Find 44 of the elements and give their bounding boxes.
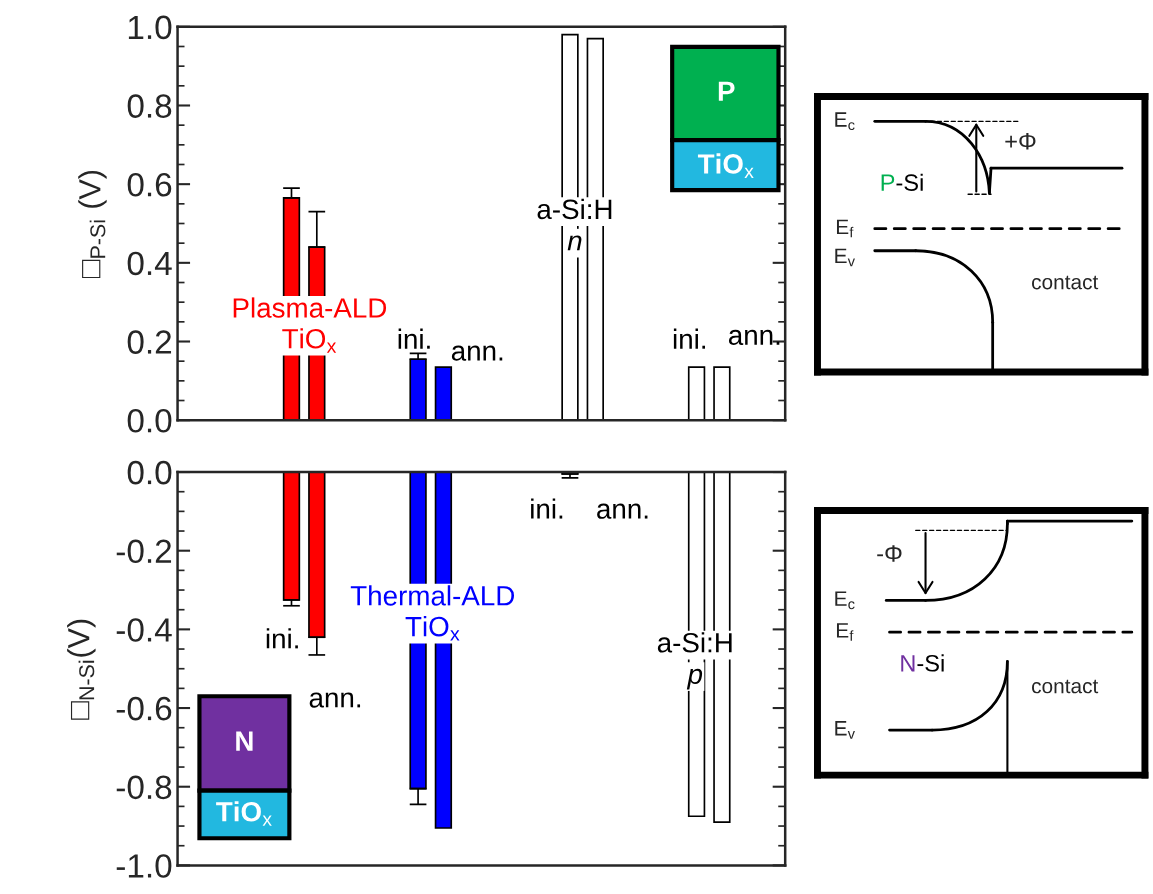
y-tick-label: -0.8 (116, 775, 172, 800)
text: -1.0 (116, 854, 172, 878)
text: P-Si (881, 173, 923, 191)
annotation: ann. (451, 345, 503, 361)
y-tick-label: 0.8 (127, 94, 172, 118)
annotation: Thermal-ALD TiO$_{x}$ (350, 585, 515, 641)
text: 0.0 (127, 460, 172, 485)
annotation: ann. (597, 503, 648, 519)
annotation: ini. (398, 328, 430, 349)
y-tick-label: -0.6 (116, 696, 172, 721)
annotation: P (718, 81, 735, 101)
text: E$_{c}$ (835, 591, 855, 610)
y-tick-label: -0.4 (116, 618, 172, 642)
text: E$_{f}$ (836, 623, 854, 641)
annotation: ann. (728, 329, 780, 346)
text: E$_{f}$ (836, 219, 854, 238)
text: N-Si (901, 654, 944, 672)
text: E$_{c}$ (835, 112, 855, 131)
text: E$_{v}$ (835, 721, 855, 739)
text: contact (1032, 679, 1099, 694)
annotation: a-Si:H (537, 198, 612, 220)
y-axis-title: □$_{N-Si}$(V) (67, 619, 96, 720)
y-tick-label: 0.2 (127, 330, 172, 354)
text: E$_{v}$ (835, 248, 855, 267)
annotation: N (236, 731, 253, 751)
y-axis-title: □$_{P-Si}$ (V) (78, 170, 107, 279)
annotation: ini. (531, 498, 563, 519)
y-tick-label: -0.2 (116, 539, 172, 564)
text: +Φ (1005, 133, 1036, 150)
annotation: TiO$_{x}$ (697, 153, 754, 178)
y-tick-label: 0.6 (127, 172, 172, 197)
annotation: a-Si:H (657, 632, 732, 653)
annotation: ini. (266, 628, 298, 649)
annotation: n (567, 235, 582, 251)
annotation: ini. (673, 328, 706, 349)
text: contact (1032, 275, 1099, 290)
y-tick-label: 0.4 (127, 251, 172, 276)
annotation: TiO$_{x}$ (216, 801, 272, 826)
annotation: ann. (309, 692, 361, 708)
annotation: p (686, 668, 703, 690)
annotation: Plasma-ALD TiO$_{x}$ (233, 297, 387, 353)
text: -Φ (877, 545, 902, 562)
text: 0.0 (127, 408, 172, 433)
text: 1.0 (128, 15, 172, 40)
